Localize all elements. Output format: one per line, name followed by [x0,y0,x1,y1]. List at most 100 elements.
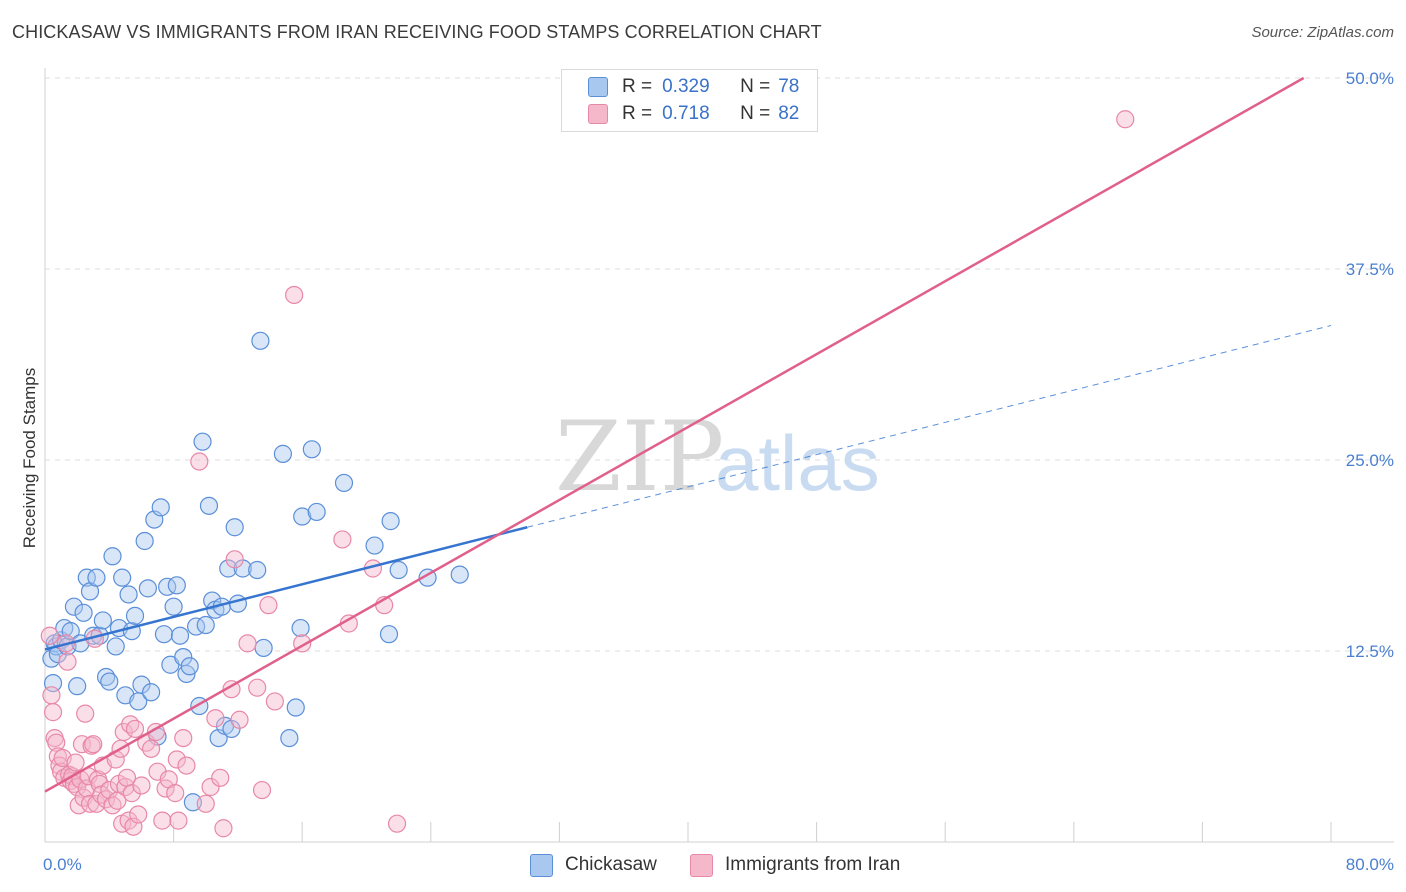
iran-point [47,733,66,752]
trend-lines [44,76,1305,793]
iran-point [42,686,61,705]
legend-row-chickasaw: R = 0.329 N = 78 [588,75,799,99]
iran-point [285,285,304,305]
iran-point [132,776,151,795]
y-axis-label: Receiving Food Stamps [20,368,39,548]
iran-point [206,709,225,728]
iran-point [43,703,63,722]
chickasaw-point [219,559,238,578]
legend-swatch-pink [690,853,713,877]
legend-item-label: Chickasaw [565,854,657,875]
source-credit: Source: ZipAtlas.com [1251,24,1394,41]
iran-point [122,784,141,803]
iran-point [177,756,196,775]
y-tick-label: 50.0% [1346,69,1394,88]
chickasaw-point [164,597,183,616]
iran-point [125,719,145,739]
iran-point [146,722,166,742]
iran-point [76,704,95,723]
watermark: ZIP atlas [555,401,880,513]
legend-swatch-blue [530,853,553,877]
legend-item-iran: Immigrants from Iran [690,851,900,879]
legend-item-label: Immigrants from Iran [725,854,901,875]
y-tick-label: 37.5% [1346,260,1394,279]
chickasaw-point [87,568,106,587]
chickasaw-point [286,698,305,717]
iran-point [119,811,138,830]
iran-point [201,777,220,797]
chickasaw-point [93,611,112,630]
iran-point [166,784,185,803]
iran-point [265,692,284,711]
iran-point [174,728,193,748]
chickasaw-points [42,331,469,812]
iran-point [84,735,103,754]
chickasaw-point [196,615,215,635]
iran-point [387,814,407,833]
chickasaw-point [228,594,247,613]
chickasaw-point [151,498,170,517]
chickasaw-trend-line [44,526,528,651]
iran-point [114,722,133,742]
chickasaw-point [291,618,310,638]
chickasaw-point [141,683,161,702]
chickasaw-point [389,560,408,580]
chickasaw-point [302,440,321,459]
chickasaw-point [132,675,151,694]
chickasaw-point [138,579,157,598]
iran-trend-line [44,76,1305,793]
chickasaw-point [199,496,219,515]
iran-point [141,739,161,758]
iran-point [40,626,59,645]
chickasaw-point [170,626,190,645]
watermark-atlas: atlas [715,419,880,507]
chickasaw-point [254,638,273,658]
chickasaw-point [381,512,400,531]
legend-n-label: N = [740,76,771,97]
chickasaw-point [180,657,199,676]
chickasaw-point [64,597,84,616]
chickasaw-point [167,576,186,595]
legend-r-value: 0.718 [662,103,710,124]
chickasaw-point [135,531,154,551]
y-tick-label: 12.5% [1346,642,1394,661]
chickasaw-point [334,473,354,493]
chickasaw-point [293,507,312,526]
y-tick-labels: 12.5% 25.0% 37.5% 50.0% [1346,69,1394,661]
iran-point [169,811,188,830]
iran-point [248,678,267,697]
x-tick-label: 0.0% [43,855,82,874]
legend-n-label: N = [740,103,771,124]
watermark-zip: ZIP [555,401,724,513]
iran-point [196,794,215,813]
chickasaw-point [113,568,132,587]
chickasaw-point [379,625,399,644]
chickasaw-point [119,585,138,604]
series-legend: Chickasaw Immigrants from Iran [0,851,1406,879]
chickasaw-point [77,568,96,587]
legend-swatch-pink [588,104,608,124]
iran-point [58,652,77,671]
iran-point [214,819,233,838]
legend-n-value: 82 [778,103,800,124]
grid-lines [45,77,1394,652]
chart-title: CHICKASAW VS IMMIGRANTS FROM IRAN RECEIV… [12,22,822,42]
iran-point [190,452,209,471]
stats-legend: R = 0.329 N = 78 R = 0.718 N = 82 [561,69,818,132]
chickasaw-point [103,547,122,566]
legend-item-chickasaw: Chickasaw [530,851,657,879]
iran-point [230,710,249,729]
legend-n-value: 78 [778,76,800,97]
iran-point [333,530,352,549]
chickasaw-point [307,502,326,522]
iran-point [222,680,241,699]
chickasaw-point [154,625,174,644]
chickasaw-point [273,444,293,463]
iran-point [238,634,257,653]
iran-point [252,780,272,800]
legend-row-iran: R = 0.718 N = 82 [588,102,799,126]
chickasaw-point [68,677,87,696]
iran-points [40,110,1135,838]
iran-point [167,750,186,769]
